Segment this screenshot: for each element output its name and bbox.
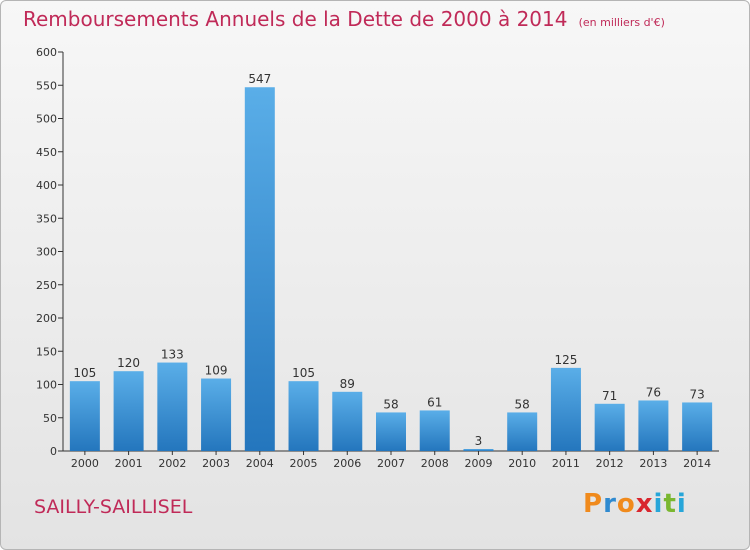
data-label-2004: 547 <box>248 72 271 86</box>
bar-2004 <box>244 87 275 452</box>
x-tick-label-2013: 2013 <box>639 457 667 470</box>
logo-letter: t <box>663 489 677 519</box>
bar-2006 <box>332 391 363 451</box>
logo-letter: i <box>653 489 664 519</box>
bar-2002 <box>157 362 188 451</box>
logo-letter: x <box>635 489 654 519</box>
y-tick-label: 50 <box>43 412 57 425</box>
y-tick-label: 500 <box>36 113 57 126</box>
logo-letter: r <box>603 489 617 519</box>
data-label-2009: 3 <box>475 434 483 448</box>
x-tick-label-2005: 2005 <box>290 457 318 470</box>
x-tick-label-2006: 2006 <box>333 457 361 470</box>
x-tick-label-2012: 2012 <box>596 457 624 470</box>
x-tick-label-2002: 2002 <box>158 457 186 470</box>
bar-2007 <box>376 412 406 451</box>
bar-2008 <box>419 410 450 451</box>
data-label-2007: 58 <box>383 397 398 411</box>
bar-2013 <box>638 400 669 451</box>
bar-2011 <box>550 367 581 451</box>
y-tick-label: 600 <box>36 46 57 59</box>
title-row: Remboursements Annuels de la Dette de 20… <box>23 7 665 31</box>
y-tick-label: 350 <box>36 212 57 225</box>
data-label-2003: 109 <box>205 364 228 378</box>
data-label-2005: 105 <box>292 366 315 380</box>
y-tick-label: 550 <box>36 79 57 92</box>
data-label-2011: 125 <box>554 353 577 367</box>
y-tick-label: 400 <box>36 179 57 192</box>
y-tick-label: 150 <box>36 345 57 358</box>
bar-2014 <box>682 402 713 451</box>
data-label-2001: 120 <box>117 356 140 370</box>
commune-name: SAILLY-SAILLISEL <box>34 496 193 518</box>
data-label-2008: 61 <box>427 395 442 409</box>
data-label-2010: 58 <box>515 397 530 411</box>
y-tick-label: 200 <box>36 312 57 325</box>
logo-letter: o <box>616 489 636 519</box>
chart-title: Remboursements Annuels de la Dette de 20… <box>23 7 568 31</box>
x-tick-label-2007: 2007 <box>377 457 405 470</box>
proxiti-logo: Proxiti <box>583 489 687 519</box>
logo-letter: i <box>676 489 687 519</box>
x-tick-label-2008: 2008 <box>421 457 449 470</box>
bar-2009 <box>463 449 494 451</box>
data-label-2013: 76 <box>646 385 661 399</box>
data-label-2012: 71 <box>602 389 617 403</box>
data-label-2000: 105 <box>73 366 96 380</box>
x-tick-label-2000: 2000 <box>71 457 99 470</box>
x-tick-label-2009: 2009 <box>464 457 492 470</box>
data-label-2006: 89 <box>340 377 355 391</box>
bar-2003 <box>201 378 232 451</box>
y-tick-label: 250 <box>36 279 57 292</box>
data-label-2014: 73 <box>689 387 704 401</box>
bar-2010 <box>507 412 538 451</box>
chart-unit-note: (en milliers d'€) <box>578 16 665 29</box>
y-tick-label: 450 <box>36 146 57 159</box>
y-tick-label: 300 <box>36 246 57 259</box>
x-tick-label-2011: 2011 <box>552 457 580 470</box>
bar-2012 <box>594 403 625 451</box>
x-tick-label-2003: 2003 <box>202 457 230 470</box>
x-tick-label-2010: 2010 <box>508 457 536 470</box>
x-tick-label-2004: 2004 <box>246 457 274 470</box>
logo-letter: P <box>583 489 604 519</box>
bar-2005 <box>288 381 319 451</box>
data-label-2002: 133 <box>161 348 184 362</box>
bar-2000 <box>69 381 100 451</box>
y-tick-label: 0 <box>50 445 57 458</box>
bar-2001 <box>113 371 144 451</box>
x-tick-label-2001: 2001 <box>115 457 143 470</box>
y-tick-label: 100 <box>36 379 57 392</box>
x-tick-label-2014: 2014 <box>683 457 711 470</box>
